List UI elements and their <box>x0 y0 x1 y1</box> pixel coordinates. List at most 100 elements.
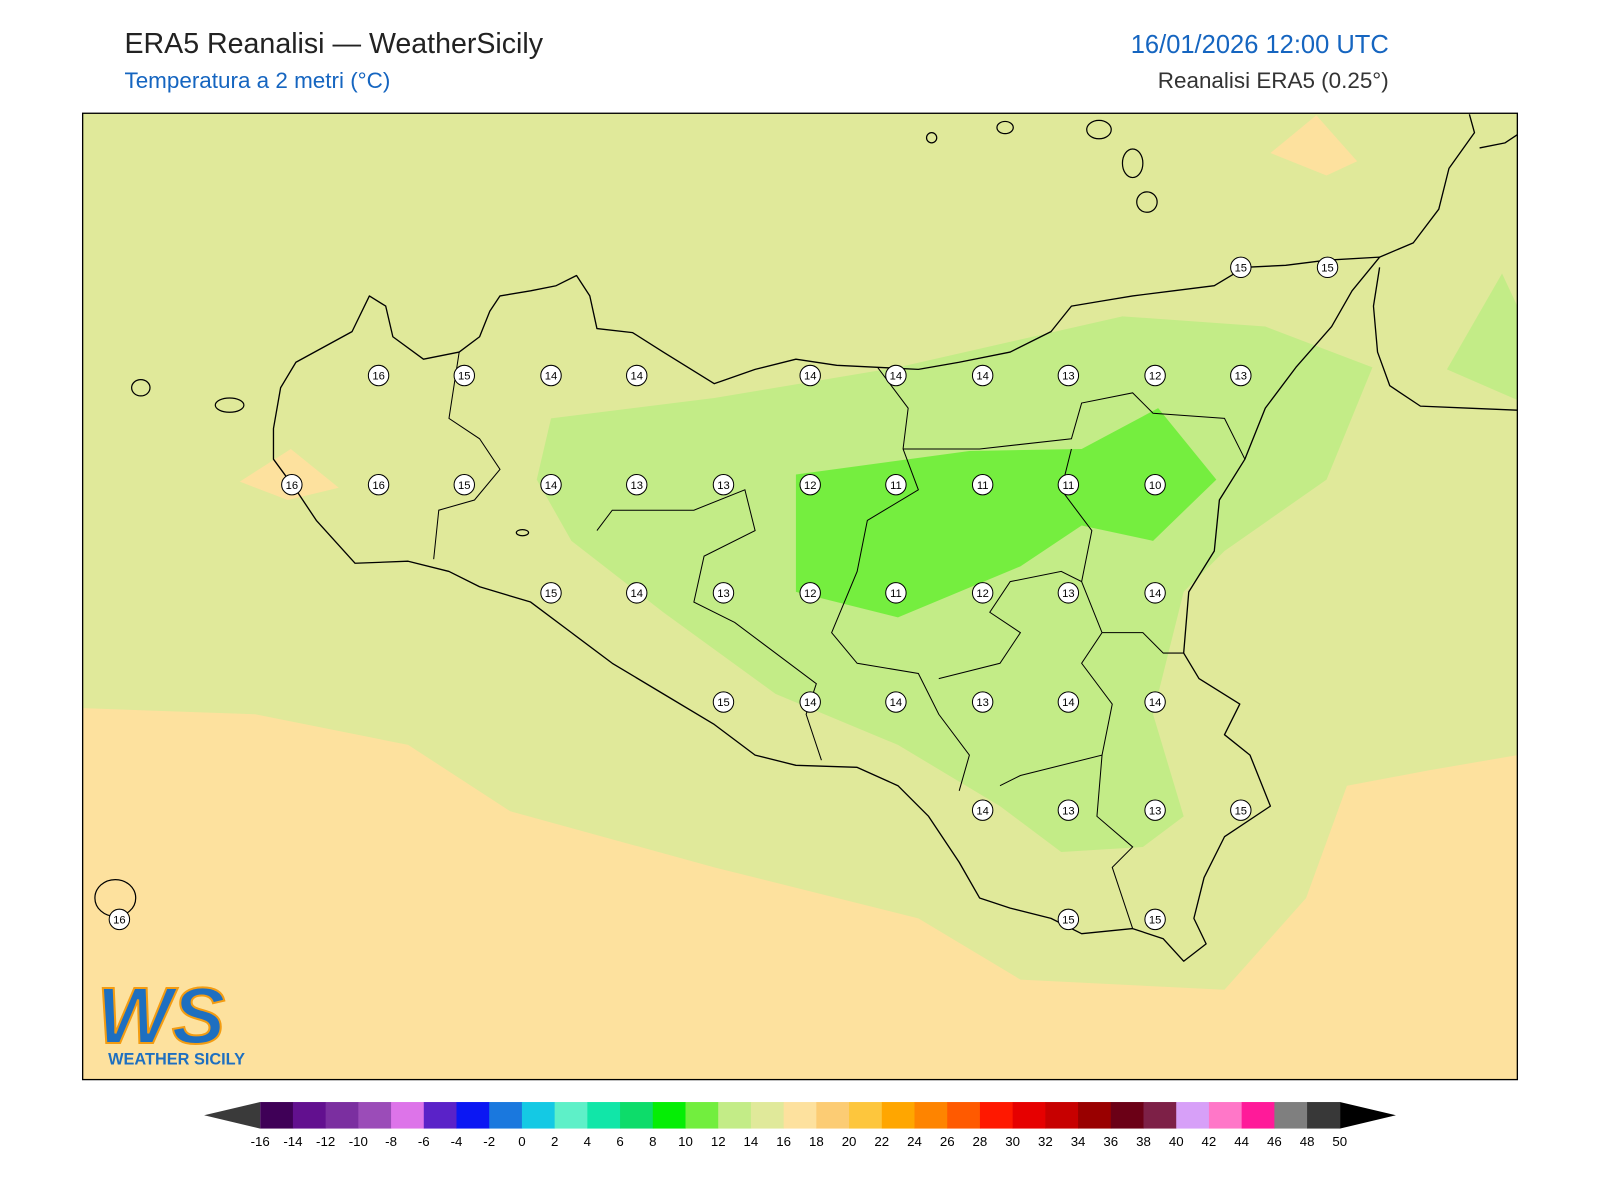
station-value: 16 <box>372 371 384 383</box>
station-marker <box>1144 582 1166 604</box>
source: Reanalisi ERA5 (0.25°) <box>1158 68 1389 93</box>
station-value: 15 <box>1235 262 1247 274</box>
station-value: 15 <box>1149 914 1161 926</box>
colorbar-segment <box>1274 1102 1308 1129</box>
colorbar-tick-label: 6 <box>616 1134 623 1149</box>
colorbar-over <box>1339 1102 1396 1129</box>
colorbar-segment <box>1208 1102 1243 1129</box>
colorbar-segment <box>1176 1102 1210 1129</box>
station-marker <box>1057 908 1080 931</box>
colorbar-segment <box>456 1102 490 1129</box>
colorbar-tick-label: 50 <box>1332 1134 1347 1149</box>
station-value: 15 <box>458 480 470 492</box>
station-value: 13 <box>976 697 988 709</box>
station-marker <box>1316 256 1339 279</box>
station-value: 15 <box>1321 262 1333 274</box>
colorbar-tick-label: 28 <box>973 1134 988 1149</box>
colorbar-tick-label: 20 <box>842 1134 857 1149</box>
station-value: 13 <box>1235 371 1247 383</box>
station-marker <box>1230 799 1252 821</box>
colorbar-segment <box>391 1102 425 1129</box>
colorbar-segment <box>1307 1102 1341 1129</box>
station-marker <box>1057 799 1080 821</box>
station-marker <box>712 473 735 496</box>
coastline <box>1372 114 1518 411</box>
colorbar-segment <box>358 1102 392 1129</box>
station-value: 12 <box>1149 371 1161 383</box>
colorbar-segment <box>718 1102 752 1129</box>
station-marker <box>1144 691 1166 713</box>
colorbar-tick-label: -8 <box>385 1134 397 1149</box>
station-value: 14 <box>976 371 988 383</box>
station-value: 14 <box>1062 697 1074 709</box>
station-marker <box>971 582 994 604</box>
colorbar-tick-label: 10 <box>678 1134 693 1149</box>
station-value: 14 <box>630 371 642 383</box>
station-marker <box>1230 364 1252 387</box>
station-value: 16 <box>113 914 125 926</box>
station-value: 13 <box>1062 371 1074 383</box>
colorbar: -16 -14 -12 -10 -8 -6 -4 -2 0 2 4 6 8 10 12 14 16 18 20 22 2… <box>204 1102 1396 1149</box>
colorbar-tick-label: 32 <box>1038 1134 1053 1149</box>
colorbar-segment <box>750 1102 785 1129</box>
islands <box>94 119 1158 917</box>
title: ERA5 Reanalisi — WeatherSicily <box>124 28 543 60</box>
station-value: 11 <box>1063 480 1075 492</box>
station-marker <box>799 582 821 604</box>
station-value: 15 <box>458 371 470 383</box>
colorbar-segment <box>783 1102 817 1129</box>
colorbar-tick-label: 22 <box>874 1134 889 1149</box>
colorbar-segment <box>685 1102 719 1129</box>
station-marker <box>1144 473 1166 496</box>
colorbar-tick-label: -4 <box>451 1134 463 1149</box>
station-value: 11 <box>890 480 902 492</box>
temp-zone <box>1270 115 1358 176</box>
logo-mark: WS <box>97 971 225 1060</box>
station-marker <box>1057 473 1080 496</box>
station-value: 13 <box>717 588 729 600</box>
logo-name: WEATHER SICILY <box>108 1050 245 1068</box>
colorbar-segment <box>979 1102 1014 1129</box>
station-value: 15 <box>1235 805 1247 817</box>
station-marker <box>453 473 475 496</box>
station-value: 12 <box>804 480 816 492</box>
station-value: 14 <box>976 805 988 817</box>
station-marker <box>712 691 735 713</box>
temp-zone <box>795 408 1217 618</box>
station-value: 16 <box>372 480 384 492</box>
colorbar-segment <box>260 1102 294 1129</box>
station-value: 12 <box>976 588 988 600</box>
colorbar-tick-label: 36 <box>1103 1134 1118 1149</box>
station-value: 14 <box>804 371 816 383</box>
colorbar-tick-label: 14 <box>744 1134 759 1149</box>
colorbar-segment <box>1241 1102 1275 1129</box>
station-marker <box>108 908 131 931</box>
colorbar-tick-label: 26 <box>940 1134 955 1149</box>
colorbar-segment <box>947 1102 981 1129</box>
colorbar-tick-label: -6 <box>418 1134 430 1149</box>
map-frame <box>81 112 1519 1081</box>
station-marker <box>971 473 994 496</box>
station-marker <box>799 691 821 713</box>
station-value: 15 <box>717 697 729 709</box>
colorbar-tick-label: -16 <box>251 1134 270 1149</box>
station-marker <box>712 582 735 604</box>
temp-zone <box>1446 273 1518 400</box>
province-border <box>433 351 1246 929</box>
colorbar-segment <box>1045 1102 1079 1129</box>
colorbar-segment <box>325 1102 359 1129</box>
station-marker <box>540 364 562 387</box>
station-value: 13 <box>1062 805 1074 817</box>
colorbar-tick-label: 42 <box>1202 1134 1217 1149</box>
colorbar-tick-label: 2 <box>551 1134 558 1149</box>
station-marker <box>453 364 475 387</box>
station-value: 16 <box>286 480 298 492</box>
station-marker <box>1057 691 1080 713</box>
station-marker <box>799 473 821 496</box>
station-marker <box>885 691 907 713</box>
station-value: 13 <box>1062 588 1074 600</box>
station-marker <box>971 691 994 713</box>
station-marker <box>540 582 562 604</box>
station-value: 10 <box>1149 480 1161 492</box>
station-marker <box>1144 364 1166 387</box>
